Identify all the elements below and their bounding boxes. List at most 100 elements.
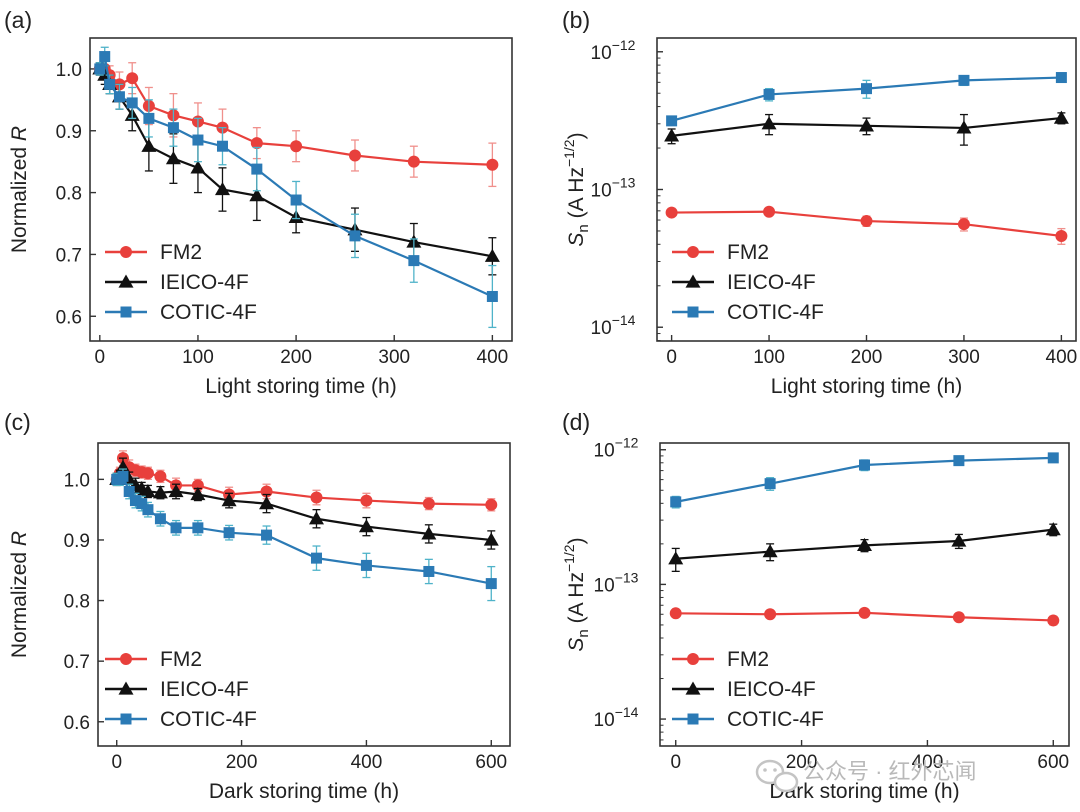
data-point — [953, 455, 965, 467]
data-point — [261, 529, 273, 541]
x-tick-label: 600 — [475, 752, 507, 773]
x-tick-label: 0 — [95, 347, 106, 368]
series-cotic-4f — [94, 46, 498, 329]
y-tick-label: 0.6 — [56, 307, 82, 328]
wechat-logo-icon — [755, 759, 799, 793]
data-point — [308, 511, 324, 525]
x-tick-label: 100 — [753, 347, 785, 368]
data-point — [167, 122, 179, 134]
legend: FM2 IEICO-4F COTIC-4F — [105, 241, 257, 324]
series-fm2 — [669, 606, 1060, 627]
y-tick-label: 0.8 — [64, 592, 90, 613]
data-point — [484, 248, 500, 262]
data-point — [140, 483, 156, 498]
data-point — [360, 559, 372, 571]
y-tick-label: 1.0 — [56, 60, 82, 81]
y-axis-label: Sn (A Hz−1/2) — [561, 132, 592, 246]
series-cotic-4f — [111, 468, 497, 602]
panel-b: (b) 0 100 200 300 400 10−14 10−13 10−12 Light sto… — [561, 7, 1077, 398]
data-point — [1053, 110, 1069, 124]
panel-d: (d) 0 200 400 600 10−14 10−13 10−12 Dark storing… — [561, 409, 1070, 803]
plot-frame — [659, 442, 1070, 747]
data-point — [956, 120, 972, 134]
legend-entry: FM2 — [727, 648, 769, 671]
data-point — [94, 63, 106, 75]
data-point — [192, 522, 204, 534]
data-point — [952, 611, 965, 624]
data-point — [763, 88, 775, 100]
data-point — [857, 537, 872, 551]
x-tick-label: 200 — [280, 347, 312, 368]
y-tick-label: 0.7 — [56, 245, 82, 266]
data-point — [170, 522, 182, 534]
data-point — [408, 255, 420, 267]
x-tick-label: 0 — [666, 347, 677, 368]
data-point — [762, 544, 778, 558]
x-axis-label: Dark storing time (h) — [209, 780, 399, 803]
data-point — [861, 83, 872, 95]
panel-label: (c) — [4, 409, 31, 435]
panel-a: (a) 0 100 200 300 400 0.6 0.7 0.8 0.9 1.0 Light sto… — [4, 7, 513, 398]
data-point — [665, 206, 678, 219]
y-tick-label: 0.9 — [56, 122, 82, 143]
data-point — [485, 578, 497, 590]
y-tick-label: 10−13 — [591, 175, 636, 202]
legend: FM2 IEICO-4F COTIC-4F — [105, 648, 257, 731]
legend-entry: IEICO-4F — [727, 678, 816, 701]
data-point — [349, 230, 361, 242]
x-tick-label: 300 — [378, 347, 410, 368]
legend-marker — [120, 713, 132, 725]
data-point — [290, 194, 302, 206]
data-point — [1047, 614, 1060, 627]
data-point — [126, 72, 139, 85]
x-tick-label: 400 — [1046, 347, 1078, 368]
watermark: 公众号 · 红外芯闻 — [755, 759, 977, 793]
data-point — [423, 565, 435, 577]
data-point — [421, 526, 437, 540]
series-ieico-4f — [668, 522, 1061, 572]
legend-entry: FM2 — [160, 648, 202, 671]
data-point — [143, 112, 155, 124]
legend-entry: COTIC-4F — [160, 708, 257, 731]
data-point — [670, 496, 682, 508]
x-tick-label: 600 — [1037, 752, 1069, 773]
data-point — [129, 495, 141, 507]
legend-entry: IEICO-4F — [727, 271, 816, 294]
y-axis-label: Normalized R — [8, 531, 31, 658]
data-point — [664, 128, 680, 142]
data-point — [348, 149, 361, 162]
panel-c: (c) 0 200 400 600 0.6 0.7 0.8 0.9 1.0 Dark storing… — [4, 409, 511, 803]
legend-marker — [687, 306, 699, 318]
data-point — [859, 459, 870, 471]
data-point — [422, 497, 435, 510]
series-ieico-4f — [92, 61, 500, 276]
x-tick-label: 400 — [912, 752, 944, 773]
x-tick-label: 0 — [111, 752, 122, 773]
data-point — [486, 290, 498, 302]
data-point — [192, 134, 204, 146]
plot-frame — [97, 442, 511, 747]
data-point — [154, 513, 166, 525]
data-point — [123, 485, 135, 497]
series-cotic-4f — [666, 72, 1067, 127]
y-tick-label: 10−12 — [591, 37, 636, 64]
legend-marker — [118, 681, 134, 695]
legend-marker — [685, 681, 701, 695]
data-point — [407, 155, 420, 168]
legend-marker — [687, 713, 699, 725]
x-tick-label: 400 — [351, 752, 383, 773]
x-tick-label: 400 — [477, 347, 509, 368]
watermark-text: 公众号 · 红外芯闻 — [803, 759, 977, 784]
series-ieico-4f — [664, 110, 1069, 146]
legend-marker — [120, 653, 132, 665]
legend-entry: IEICO-4F — [160, 271, 249, 294]
data-point — [190, 487, 206, 501]
data-point — [142, 504, 154, 516]
y-tick-label: 0.9 — [64, 531, 90, 552]
y-tick-label: 10−14 — [591, 312, 636, 339]
data-point — [190, 160, 206, 174]
data-point — [666, 115, 678, 127]
data-point — [223, 527, 235, 539]
data-point — [485, 498, 498, 511]
data-point — [310, 552, 322, 564]
